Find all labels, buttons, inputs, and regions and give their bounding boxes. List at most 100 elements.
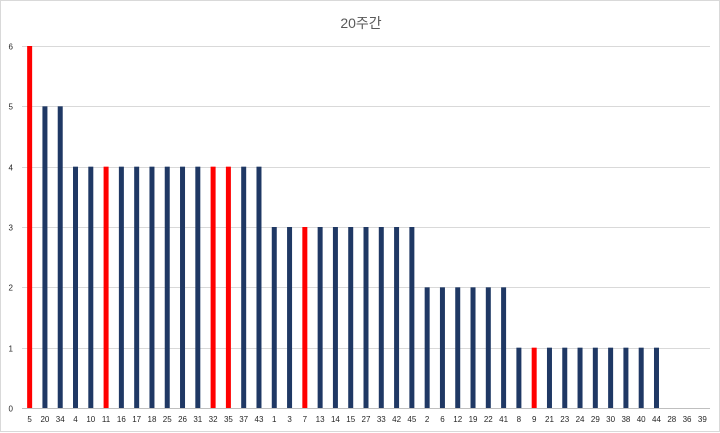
x-tick-label: 3 [287, 415, 292, 424]
bar-6 [439, 287, 445, 408]
x-tick-label: 18 [148, 415, 157, 424]
bar-25 [164, 166, 170, 408]
x-tick-label: 11 [102, 415, 111, 424]
x-tick-label: 16 [117, 415, 126, 424]
x-tick-label: 7 [303, 415, 308, 424]
x-tick-label: 39 [698, 415, 707, 424]
y-tick-label: 4 [9, 164, 14, 173]
x-tick-label: 43 [255, 415, 264, 424]
bar-45 [409, 227, 415, 408]
x-tick-label: 15 [346, 415, 355, 424]
bar-32 [210, 166, 216, 408]
bar-41 [501, 287, 507, 408]
x-tick-label: 26 [178, 415, 187, 424]
bar-42 [394, 227, 400, 408]
x-tick-label: 9 [532, 415, 537, 424]
x-tick-label: 6 [440, 415, 445, 424]
bar-12 [455, 287, 461, 408]
y-tick-label: 1 [9, 345, 14, 354]
x-tick-label: 36 [683, 415, 692, 424]
bar-21 [546, 347, 552, 408]
bar-19 [470, 287, 476, 408]
bar-34 [57, 106, 63, 408]
bar-31 [195, 166, 201, 408]
x-tick-label: 31 [193, 415, 202, 424]
y-tick-label: 3 [9, 224, 14, 233]
bar-29 [592, 347, 598, 408]
x-tick-label: 21 [545, 415, 554, 424]
bar-22 [485, 287, 491, 408]
bar-11 [103, 166, 109, 408]
x-tick-label: 20 [40, 415, 49, 424]
bars [27, 46, 659, 408]
y-tick-label: 5 [9, 103, 14, 112]
x-tick-label: 19 [469, 415, 478, 424]
x-tick-label: 24 [576, 415, 585, 424]
bar-17 [134, 166, 140, 408]
x-tick-label: 14 [331, 415, 340, 424]
x-tick-label: 22 [484, 415, 493, 424]
x-tick-label: 35 [224, 415, 233, 424]
x-tick-label: 38 [621, 415, 630, 424]
x-axis-ticks: 5 20 34 4 10 11 16 17 18 25 26 31 32 35 37 43 1 3 7 13 14 15 2… [27, 415, 707, 424]
bar-5 [27, 46, 33, 408]
bar-14 [332, 227, 338, 408]
bar-27 [363, 227, 369, 408]
x-tick-label: 5 [27, 415, 32, 424]
x-tick-label: 30 [606, 415, 615, 424]
x-tick-label: 33 [377, 415, 386, 424]
bar-40 [638, 347, 644, 408]
bar-4 [73, 166, 79, 408]
bar-43 [256, 166, 262, 408]
x-tick-label: 40 [637, 415, 646, 424]
y-tick-label: 2 [9, 284, 14, 293]
bar-30 [608, 347, 614, 408]
x-tick-label: 4 [73, 415, 78, 424]
bar-8 [516, 347, 522, 408]
x-tick-label: 34 [56, 415, 65, 424]
y-tick-label: 0 [9, 405, 14, 414]
x-tick-label: 17 [132, 415, 141, 424]
bar-23 [562, 347, 568, 408]
bar-37 [241, 166, 247, 408]
bar-18 [149, 166, 155, 408]
x-tick-label: 13 [316, 415, 325, 424]
x-tick-label: 2 [425, 415, 430, 424]
bar-24 [577, 347, 583, 408]
bar-16 [118, 166, 124, 408]
bar-38 [623, 347, 629, 408]
x-tick-label: 29 [591, 415, 600, 424]
x-tick-label: 8 [517, 415, 522, 424]
bar-44 [653, 347, 659, 408]
bar-20 [42, 106, 48, 408]
chart-title: 20주간 [340, 15, 381, 31]
y-axis-ticks: 0 1 2 3 4 5 6 [9, 43, 14, 414]
bar-1 [271, 227, 277, 408]
x-tick-label: 28 [667, 415, 676, 424]
x-tick-label: 12 [453, 415, 462, 424]
x-tick-label: 1 [272, 415, 277, 424]
bar-2 [424, 287, 430, 408]
bar-7 [302, 227, 308, 408]
x-tick-label: 45 [407, 415, 416, 424]
x-tick-label: 41 [499, 415, 508, 424]
x-tick-label: 32 [209, 415, 218, 424]
bar-33 [378, 227, 384, 408]
bar-10 [88, 166, 94, 408]
bar-35 [225, 166, 231, 408]
x-tick-label: 10 [86, 415, 95, 424]
x-tick-label: 42 [392, 415, 401, 424]
x-tick-label: 27 [362, 415, 371, 424]
x-tick-label: 44 [652, 415, 661, 424]
x-tick-label: 37 [239, 415, 248, 424]
x-tick-label: 23 [560, 415, 569, 424]
x-tick-label: 25 [163, 415, 172, 424]
y-tick-label: 6 [9, 43, 14, 52]
bar-9 [531, 347, 537, 408]
bar-15 [348, 227, 354, 408]
bar-13 [317, 227, 323, 408]
bar-3 [287, 227, 293, 408]
bar-26 [180, 166, 186, 408]
